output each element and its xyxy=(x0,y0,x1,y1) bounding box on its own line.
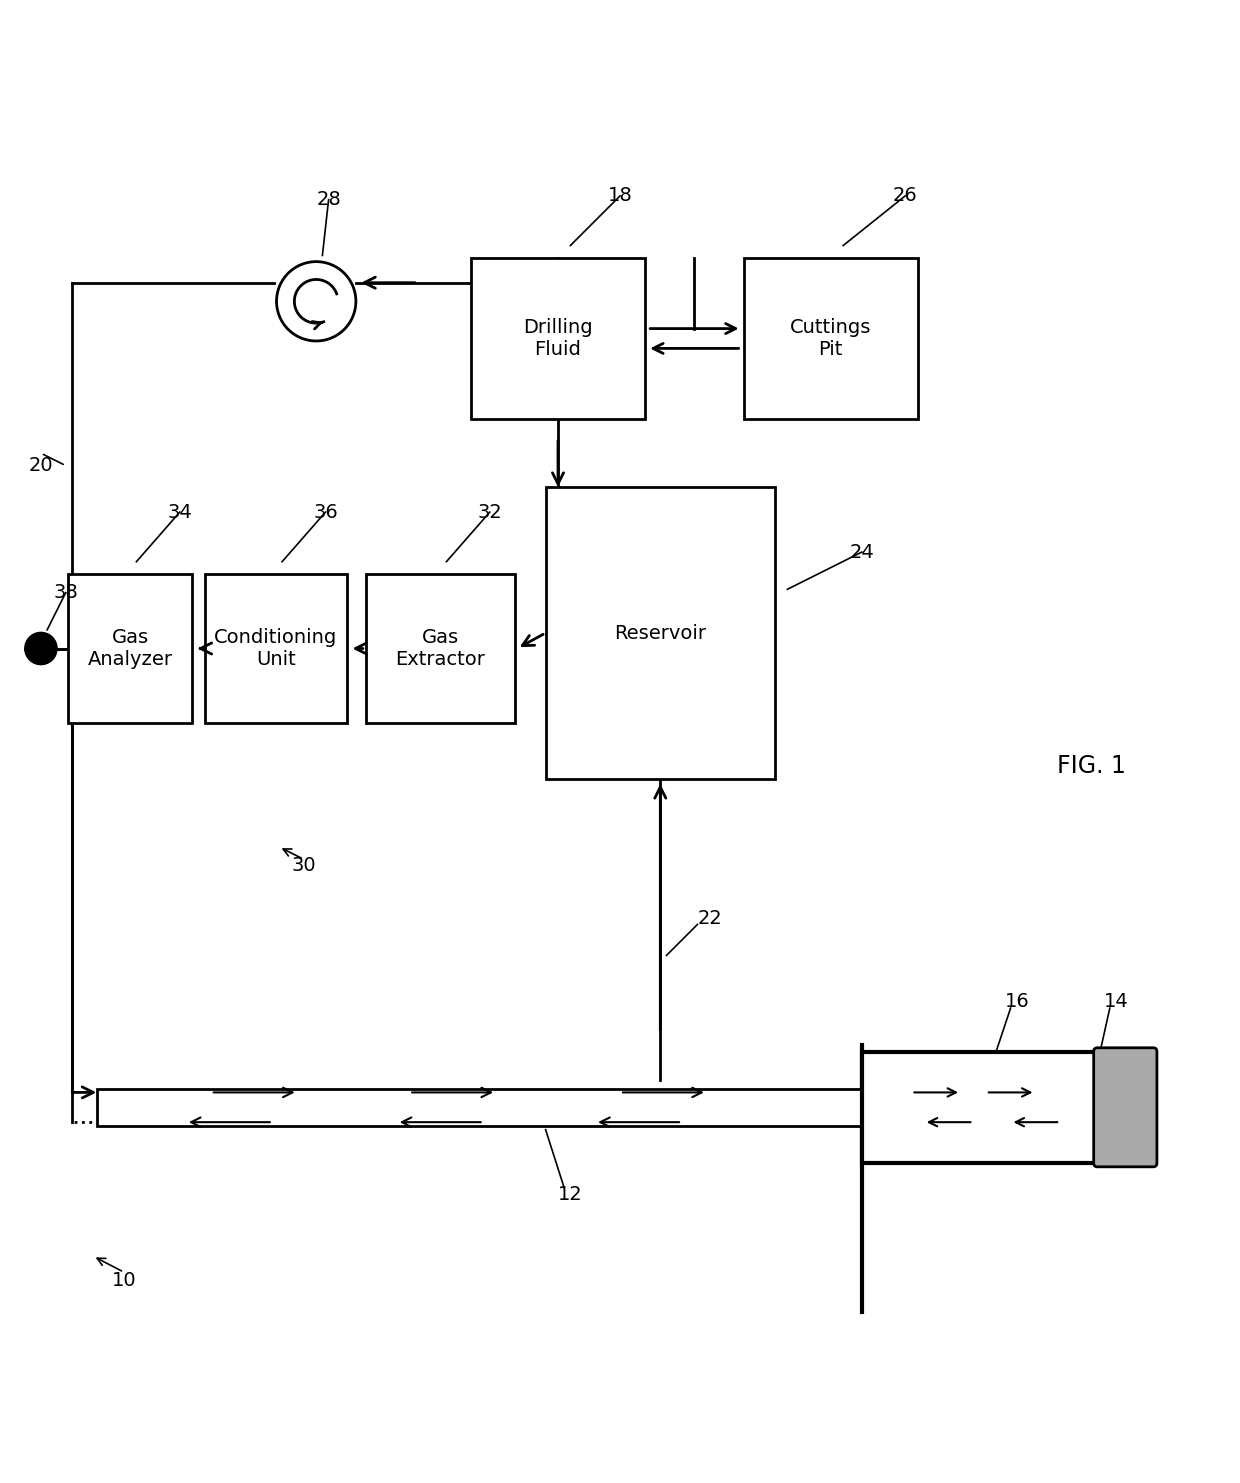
Text: 22: 22 xyxy=(698,909,722,928)
Text: FIG. 1: FIG. 1 xyxy=(1056,755,1126,779)
Text: 24: 24 xyxy=(849,543,874,562)
Text: 14: 14 xyxy=(1104,992,1128,1011)
Text: Cuttings
Pit: Cuttings Pit xyxy=(790,317,872,359)
Text: Drilling
Fluid: Drilling Fluid xyxy=(523,317,593,359)
Bar xyxy=(68,574,192,722)
Text: 12: 12 xyxy=(558,1185,583,1204)
Text: Conditioning
Unit: Conditioning Unit xyxy=(215,627,337,669)
Text: 10: 10 xyxy=(112,1271,136,1290)
Text: 18: 18 xyxy=(608,187,632,206)
Bar xyxy=(366,574,515,722)
Text: 30: 30 xyxy=(291,856,316,875)
Bar xyxy=(862,1051,1097,1163)
Bar xyxy=(97,1089,862,1126)
Text: 32: 32 xyxy=(477,503,502,522)
Text: 16: 16 xyxy=(1004,992,1029,1011)
Bar xyxy=(471,258,645,420)
Bar xyxy=(546,488,775,779)
Text: 38: 38 xyxy=(53,583,78,602)
Circle shape xyxy=(25,632,57,664)
Text: Gas
Extractor: Gas Extractor xyxy=(396,627,485,669)
Bar xyxy=(744,258,918,420)
Bar xyxy=(205,574,347,722)
Text: 26: 26 xyxy=(893,187,918,206)
Text: 34: 34 xyxy=(167,503,192,522)
Text: Reservoir: Reservoir xyxy=(614,623,707,642)
Text: 28: 28 xyxy=(316,190,341,209)
FancyBboxPatch shape xyxy=(1094,1048,1157,1167)
Text: Gas
Analyzer: Gas Analyzer xyxy=(88,627,172,669)
Text: 20: 20 xyxy=(29,457,53,475)
Text: 36: 36 xyxy=(314,503,337,522)
